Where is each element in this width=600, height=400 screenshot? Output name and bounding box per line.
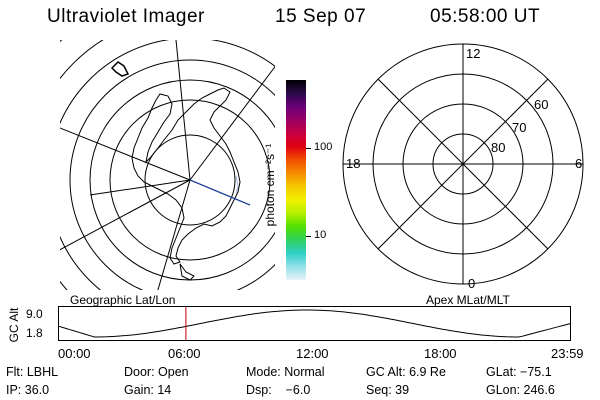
filter-status: Flt: LBHL: [6, 365, 59, 379]
coastline: [131, 87, 241, 265]
polar-caption: Apex MLat/MLT: [426, 293, 510, 307]
lat-arc: [69, 59, 275, 290]
alt-tick-label: 1.8: [26, 326, 43, 340]
coastline: [179, 263, 195, 281]
mlat-label-60: 60: [534, 97, 549, 112]
geographic-map: [60, 40, 275, 290]
colorbar-tick-label: 10: [314, 229, 327, 241]
mlt-label-12: 12: [466, 46, 481, 61]
colorbar: [286, 80, 306, 280]
lat-arc: [89, 79, 275, 281]
ip-status: IP: 36.0: [6, 383, 50, 397]
lon-line: [157, 179, 191, 290]
faint-coast: [235, 175, 239, 195]
date-label: 15 Sep 07: [275, 6, 367, 27]
lat-circle: [144, 134, 236, 226]
lon-line: [60, 127, 191, 181]
mode-status: Mode: Normal: [246, 365, 325, 379]
gc-alt-status: GC Alt: 6.9 Re: [366, 365, 446, 379]
mlt-label-6: 6: [575, 156, 583, 171]
time-tick-label: 23:59: [551, 346, 584, 361]
time-tick-label: 06:00: [168, 346, 201, 361]
lon-line: [89, 179, 191, 196]
lat-arc: [60, 40, 63, 43]
mlat-label-80: 80: [491, 140, 506, 155]
coastline: [110, 61, 130, 77]
glat-status: GLat: −75.1: [486, 365, 552, 379]
colorbar-unit-label: photon cm⁻²s⁻¹: [263, 143, 277, 227]
lon-line: [189, 65, 275, 181]
lat-arc: [109, 99, 271, 261]
lon-line: [175, 40, 191, 181]
glon-status: GLon: 246.6: [486, 383, 555, 397]
altitude-plot: [58, 306, 571, 341]
lat-arc: [60, 40, 104, 290]
time-tick-label: 12:00: [296, 346, 329, 361]
colorbar-tick-label: 100: [314, 141, 333, 153]
altitude-frame: [58, 306, 571, 341]
time-tick-label: 00:00: [58, 346, 91, 361]
seq-status: Seq: 39: [366, 383, 410, 397]
polar-plot: [342, 43, 584, 285]
lat-arc: [60, 40, 275, 290]
door-status: Door: Open: [124, 365, 189, 379]
mlt-label-0: 0: [468, 276, 476, 291]
colorbar-tick: [306, 236, 311, 237]
polar-axis: [377, 78, 549, 250]
gain-status: Gain: 14: [124, 383, 172, 397]
gc-alt-axis-label: GC Alt: [7, 307, 21, 343]
satellite-track: [189, 179, 251, 206]
time-label: 05:58:00 UT: [430, 6, 541, 27]
mlt-label-18: 18: [346, 156, 361, 171]
time-tick-label: 18:00: [424, 346, 457, 361]
map-caption: Geographic Lat/Lon: [70, 293, 176, 307]
colorbar-tick: [306, 148, 311, 149]
instrument-title: Ultraviolet Imager: [47, 6, 205, 27]
altitude-curve: [58, 309, 571, 338]
mlat-label-70: 70: [512, 120, 527, 135]
dsp-status: Dsp: −6.0: [246, 383, 311, 397]
alt-tick-label: 9.0: [26, 307, 43, 321]
lon-line: [60, 179, 191, 251]
colorbar-gradient: [286, 80, 306, 280]
